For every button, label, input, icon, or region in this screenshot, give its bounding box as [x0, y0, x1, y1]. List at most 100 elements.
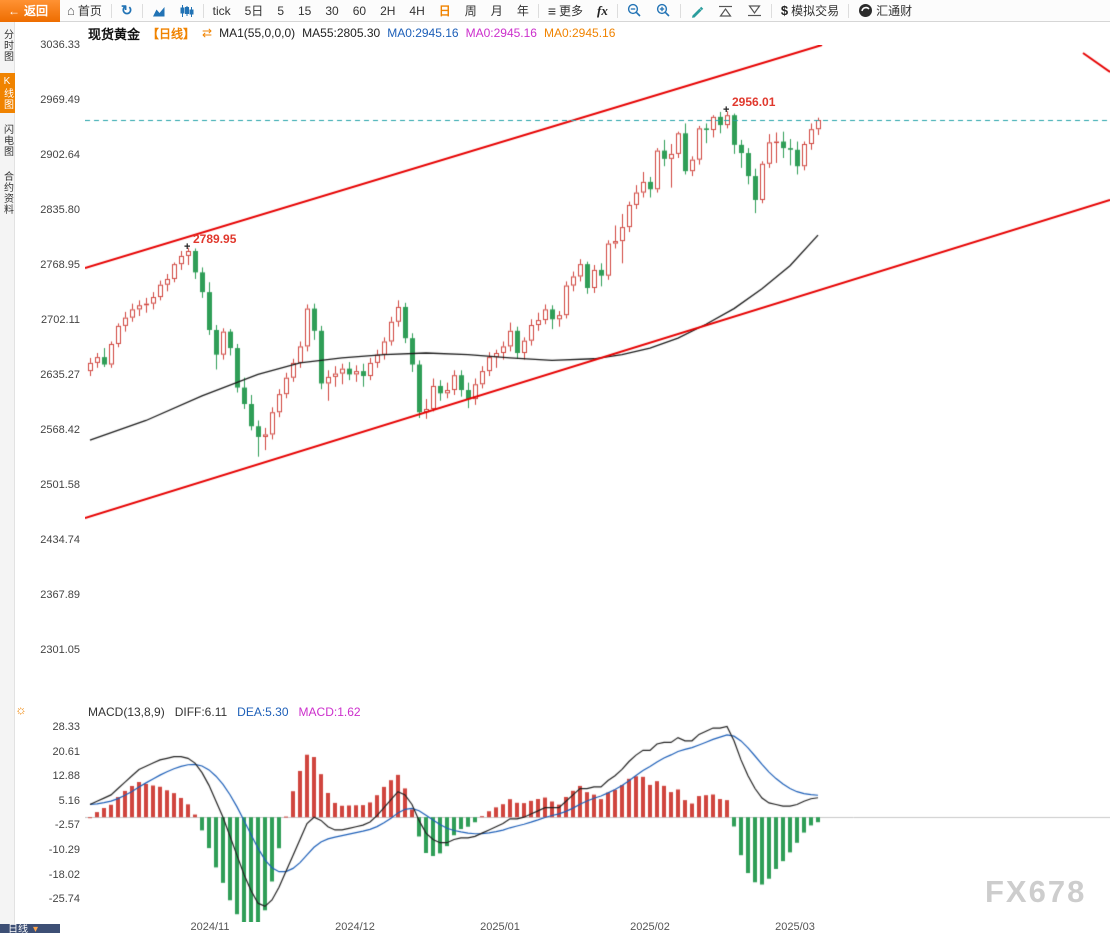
timeframe-group: tick 5日 5 15 30 60 2H 4H 日周月年	[206, 0, 536, 22]
price-axis-label: 2969.49	[40, 94, 80, 106]
macd-header: MACD(13,8,9) DIFF:6.11 DEA:5.30 MACD:1.6…	[88, 705, 361, 719]
zoom-out-button[interactable]	[620, 0, 649, 22]
indicator-fx-button[interactable]: fx	[597, 2, 608, 18]
sidebar-item-分时图[interactable]: 分时图	[1, 29, 13, 62]
refresh-button[interactable]: ↻	[114, 0, 140, 22]
ma55-value: MA55:2805.30	[302, 26, 381, 40]
ma-config: MA1(55,0,0,0)	[219, 26, 296, 40]
macd-axis-label: -18.02	[48, 868, 80, 881]
macd-axis-label: 5.16	[58, 794, 80, 807]
timeframe-tick[interactable]: tick	[212, 3, 231, 18]
left-sidebar: 分时图 K线图闪电图合约资料	[0, 22, 15, 933]
high-price-label: 2956.01	[732, 95, 776, 110]
timeframe-周[interactable]: 周	[464, 3, 477, 18]
macd-diff-value: DIFF:6.11	[174, 705, 228, 719]
more-label: 更多	[559, 4, 584, 18]
sidebar-item-闪电图[interactable]: 闪电图	[1, 124, 13, 157]
timeframe-月[interactable]: 月	[490, 3, 503, 18]
dollar-icon: $	[780, 3, 789, 18]
refresh-icon: ↻	[120, 2, 133, 18]
brand-button[interactable]: 汇通财	[851, 0, 919, 22]
bottom-period-dropdown[interactable]: 日线 ▾	[0, 924, 60, 933]
timeframe-5[interactable]: 5	[277, 3, 284, 18]
price-axis-label: 2434.74	[40, 534, 80, 546]
toolbar: ← 返回 ⌂ 首页 ↻ tick 5日 5 15 30 60 2H 4H 日周月年 ≡ 更多 f…	[0, 0, 1110, 22]
zoom-out-icon	[627, 3, 641, 17]
timeframe-15[interactable]: 15	[298, 3, 312, 18]
triangle-down-line-icon	[747, 4, 761, 16]
macd-hist-value: MACD:1.62	[298, 705, 361, 719]
timeframe-5日[interactable]: 5日	[244, 3, 264, 18]
area-chart-icon	[152, 6, 165, 16]
back-label: 返回	[24, 4, 49, 18]
home-icon: ⌂	[67, 3, 75, 18]
candle-chart-type-button[interactable]	[173, 0, 201, 22]
sim-trading-button[interactable]: $ 模拟交易	[774, 0, 846, 22]
back-button[interactable]: ← 返回	[0, 0, 61, 22]
draw-button[interactable]	[683, 0, 711, 22]
macd-axis-label: 28.33	[52, 721, 80, 733]
macd-canvas[interactable]	[85, 722, 1110, 922]
toolbar-separator	[679, 3, 681, 18]
sidebar-item-K线图[interactable]: K线图	[0, 73, 15, 113]
zoom-in-icon	[656, 3, 670, 17]
toolbar-separator	[616, 3, 618, 18]
price-axis-label: 2568.42	[40, 424, 80, 436]
bottom-period-label: 日线	[8, 924, 28, 933]
trend-tool-up-button[interactable]	[711, 0, 740, 22]
line-chart-type-button[interactable]	[145, 0, 173, 22]
price-axis-label: 2501.58	[40, 479, 80, 491]
toolbar-separator	[848, 3, 850, 18]
macd-axis-label: -25.74	[48, 893, 80, 906]
menu-icon: ≡	[547, 2, 556, 19]
timeframe-60[interactable]: 60	[352, 3, 367, 18]
macd-axis-label: 20.61	[52, 745, 80, 758]
timeframe-30[interactable]: 30	[325, 3, 339, 18]
more-button[interactable]: ≡ 更多	[541, 0, 590, 22]
kline-chart-icon	[180, 4, 194, 17]
price-axis-label: 2301.05	[40, 644, 80, 656]
brand-label: 汇通财	[876, 4, 913, 18]
symbol-name: 现货黄金	[88, 26, 141, 42]
timeframe-日[interactable]: 日	[438, 3, 451, 18]
price-axis-label: 2902.64	[40, 149, 80, 161]
toolbar-separator	[537, 3, 539, 18]
price-axis-label: 2635.27	[40, 369, 80, 381]
indicator-settings-icon[interactable]: ☼	[15, 702, 27, 717]
trend-tool-down-button[interactable]	[740, 0, 769, 22]
timeframe-年[interactable]: 年	[516, 3, 529, 18]
high-cross-marker: +	[184, 240, 191, 253]
macd-axis-label: -10.29	[48, 844, 80, 856]
toolbar-separator	[110, 3, 112, 18]
sidebar-item-合约资料[interactable]: 合约资料	[1, 171, 13, 215]
macd-axis-label: 12.88	[52, 770, 80, 783]
macd-dea-value: DEA:5.30	[237, 705, 289, 719]
ma0-blue-value: MA0:2945.16	[387, 26, 459, 40]
macd-name: MACD(13,8,9)	[88, 705, 165, 719]
triangle-up-line-icon	[718, 5, 732, 17]
pencil-icon	[691, 6, 704, 18]
zoom-in-button[interactable]	[649, 0, 678, 22]
price-axis-label: 2768.95	[40, 259, 80, 271]
macd-axis-label: -2.57	[54, 819, 80, 832]
chart-header: 现货黄金 【日线】 ⇄ MA1(55,0,0,0) MA55:2805.30 M…	[88, 25, 615, 42]
chevron-down-icon: ▾	[33, 924, 39, 933]
timeframe-4H[interactable]: 4H	[409, 3, 425, 18]
compare-icon[interactable]: ⇄	[202, 26, 213, 40]
watermark: FX678	[985, 874, 1087, 909]
home-button[interactable]: ⌂ 首页	[60, 0, 109, 22]
toolbar-separator	[202, 3, 204, 18]
time-axis-label: 2025/02	[630, 921, 670, 933]
toolbar-separator	[141, 3, 143, 18]
sim-trading-label: 模拟交易	[791, 4, 840, 18]
price-axis-label: 3036.33	[40, 39, 80, 51]
time-axis-label: 2024/12	[335, 921, 375, 933]
price-axis-label: 2835.80	[40, 204, 80, 216]
time-axis-label: 2024/11	[190, 921, 230, 933]
high-price-label: 2789.95	[193, 231, 237, 246]
main-chart-canvas[interactable]	[85, 45, 1110, 705]
timeframe-2H[interactable]: 2H	[380, 3, 396, 18]
ma0-magenta-value: MA0:2945.16	[465, 26, 537, 40]
time-axis-label: 2025/01	[480, 921, 520, 933]
toolbar-separator	[770, 3, 772, 18]
